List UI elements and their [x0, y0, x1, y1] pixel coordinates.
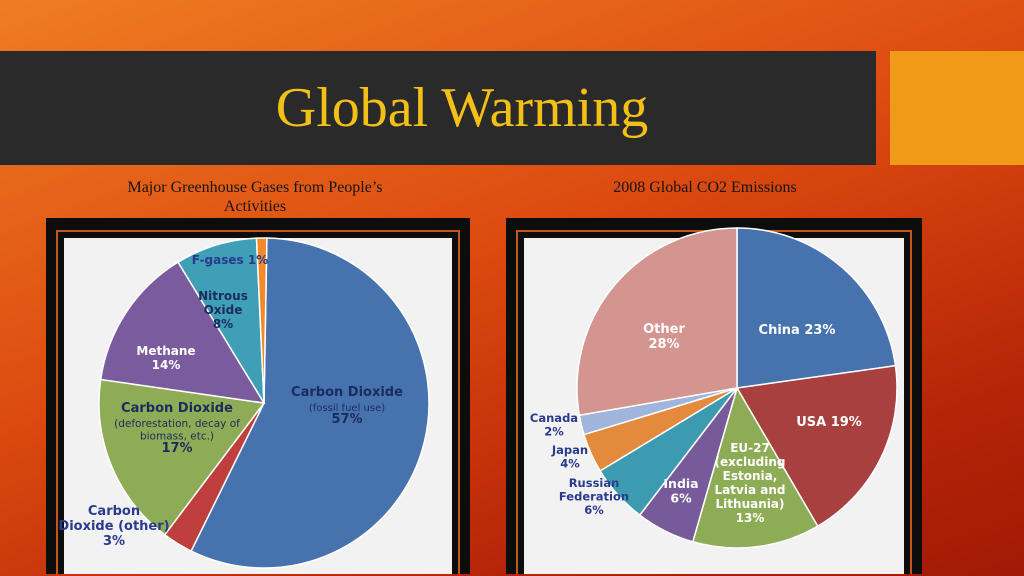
- slice-label-line: Nitrous: [198, 289, 248, 303]
- slice-label-line: 28%: [648, 337, 679, 352]
- slice-label-line: USA 19%: [796, 415, 862, 430]
- slice-label: Methane 14%: [136, 344, 195, 372]
- slice-label: Other 28%: [643, 322, 685, 352]
- slice-label: Carbon Dioxide (other) 3%: [58, 504, 169, 549]
- slide-title: Global Warming: [275, 77, 649, 139]
- pie-slice: [98, 378, 266, 536]
- slice-label-line: 17%: [161, 441, 192, 456]
- slice-label-line: (deforestation, decay of: [114, 418, 240, 430]
- slice-label-line: Federation: [559, 490, 629, 504]
- pie-slice: [735, 364, 898, 528]
- pie-slice: [255, 237, 268, 404]
- slice-label: Canada 2%: [530, 411, 578, 439]
- caption-line: Activities: [223, 198, 287, 215]
- slice-label-line: 13%: [736, 511, 765, 525]
- slice-label-line: Estonia,: [723, 469, 778, 483]
- slice-label-line: (fossil fuel use): [309, 403, 385, 414]
- pie-chart-1: Carbon Dioxide (fossil fuel use) 57%Carbon…: [58, 237, 430, 569]
- slice-label-line: (excluding: [715, 455, 786, 469]
- slice-label-line: Canada: [530, 411, 578, 425]
- frame-border: [56, 230, 460, 574]
- caption-line: Major Greenhouse Gases from People’s: [127, 179, 383, 196]
- slice-label-line: Lithuania): [716, 497, 785, 511]
- pie-slice: [736, 227, 897, 389]
- chart-caption-co2-emissions: 2008 Global CO2 Emissions: [613, 179, 797, 196]
- slice-label-line: F-gases 1%: [192, 253, 268, 267]
- slice-label: Carbon Dioxide (fossil fuel use) 57%: [291, 385, 403, 427]
- slice-label-line: 4%: [560, 457, 580, 471]
- slice-label: Russian Federation 6%: [559, 476, 629, 517]
- pie-slice: [99, 261, 266, 404]
- slice-label: Japan 4%: [551, 443, 588, 471]
- slice-label: China 23%: [759, 323, 836, 338]
- slice-label-line: Carbon: [88, 504, 140, 519]
- slice-label-line: Russian: [569, 476, 620, 490]
- accent-square: [890, 51, 1024, 165]
- slice-label-line: India: [663, 476, 698, 491]
- slice-label-line: 3%: [103, 534, 125, 549]
- pie-chart-2: China 23%USA 19%EU-27 (excluding Estonia, L…: [530, 227, 898, 549]
- slice-label-line: Oxide: [204, 303, 243, 317]
- slice-label-line: Other: [643, 322, 685, 337]
- slice-label: India 6%: [663, 476, 698, 506]
- slice-label-line: 6%: [670, 491, 692, 506]
- slice-label-line: 2%: [544, 425, 564, 439]
- slice-label: Nitrous Oxide 8%: [198, 289, 248, 331]
- slice-label: Carbon Dioxide (deforestation, decay of bi…: [114, 401, 240, 456]
- slice-label-line: Latvia and: [715, 483, 786, 497]
- slice-label-line: Japan: [551, 443, 588, 457]
- slice-label-line: 8%: [213, 317, 233, 331]
- chart-caption-greenhouse-gases: Major Greenhouse Gases from People’s Act…: [90, 178, 420, 216]
- slice-label-line: biomass, etc.): [140, 431, 214, 443]
- pie-slice: [691, 386, 819, 549]
- slice-label-line: 14%: [152, 358, 181, 372]
- slice-label-line: 57%: [331, 412, 362, 427]
- slice-label: EU-27 (excluding Estonia, Latvia and Lithuan…: [715, 441, 786, 525]
- slice-label: USA 19%: [796, 415, 862, 430]
- slice-label: F-gases 1%: [192, 253, 268, 267]
- pie-slice: [576, 227, 738, 417]
- slice-label-line: Dioxide (other): [58, 519, 169, 534]
- slice-label-line: Methane: [136, 344, 195, 358]
- slice-label-line: China 23%: [759, 323, 836, 338]
- title-bar: Global Warming: [0, 51, 876, 165]
- slice-label-line: Carbon Dioxide: [121, 401, 233, 416]
- slice-label-line: EU-27: [730, 441, 770, 455]
- pie-slice: [190, 237, 430, 569]
- slice-label-line: 6%: [584, 503, 604, 517]
- slice-label-line: Carbon Dioxide: [291, 385, 403, 400]
